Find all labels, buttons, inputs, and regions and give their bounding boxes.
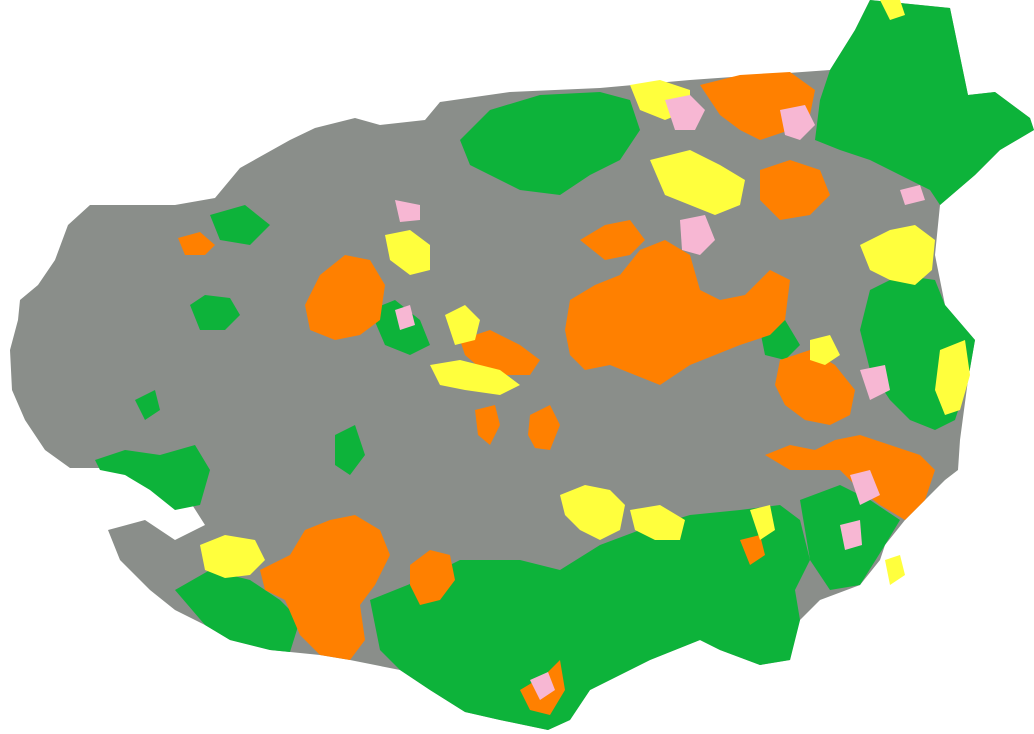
region-pink-west <box>395 200 420 222</box>
region-green-southwest <box>175 570 300 652</box>
region-yellow-west-central <box>385 230 430 275</box>
region-pink-southeast <box>850 470 880 505</box>
region-pink-southeast-2 <box>840 520 862 550</box>
region-yellow-southwest <box>200 535 265 578</box>
region-yellow-east-2 <box>935 340 970 415</box>
region-yellow-mid-east <box>810 335 840 365</box>
region-orange-south-3 <box>740 535 765 565</box>
region-orange-center <box>565 240 790 385</box>
region-yellow-mid <box>445 305 480 345</box>
region-green-south <box>370 505 810 730</box>
region-green-north <box>460 92 640 195</box>
region-pink-northeast <box>780 105 815 140</box>
region-yellow-center <box>430 360 520 395</box>
region-orange-mid <box>580 220 645 260</box>
region-yellow-south-1 <box>560 485 625 540</box>
region-yellow-northeast <box>650 150 745 215</box>
region-orange-east <box>775 350 855 425</box>
region-green-west-3 <box>135 390 160 420</box>
region-pink-north-2 <box>900 185 925 205</box>
region-orange-drops <box>475 405 500 445</box>
region-green-west-1 <box>190 295 240 330</box>
region-orange-southwest <box>260 515 390 660</box>
region-pink-north <box>665 95 705 130</box>
region-orange-northeast <box>760 160 830 220</box>
region-pink-center <box>680 215 715 255</box>
region-orange-south-2 <box>410 550 455 605</box>
region-pink-south <box>530 672 555 700</box>
region-orange-center-2 <box>460 330 540 375</box>
region-green-west-2 <box>95 445 210 510</box>
region-yellow-east-3 <box>885 555 905 585</box>
region-yellow-north-2 <box>880 0 905 20</box>
region-yellow-south-2 <box>630 505 685 540</box>
region-orange-southeast <box>765 435 935 520</box>
region-green-northeast <box>815 0 1034 205</box>
region-green-northwest <box>210 205 270 245</box>
region-yellow-south-3 <box>750 505 775 540</box>
region-yellow-east <box>860 225 935 285</box>
region-orange-west-central <box>305 255 385 340</box>
region-green-central-2 <box>335 425 365 475</box>
region-pink-west-2 <box>395 305 415 330</box>
region-orange-drops-2 <box>528 405 560 450</box>
region-orange-west <box>178 232 215 255</box>
region-pink-east <box>860 365 890 400</box>
